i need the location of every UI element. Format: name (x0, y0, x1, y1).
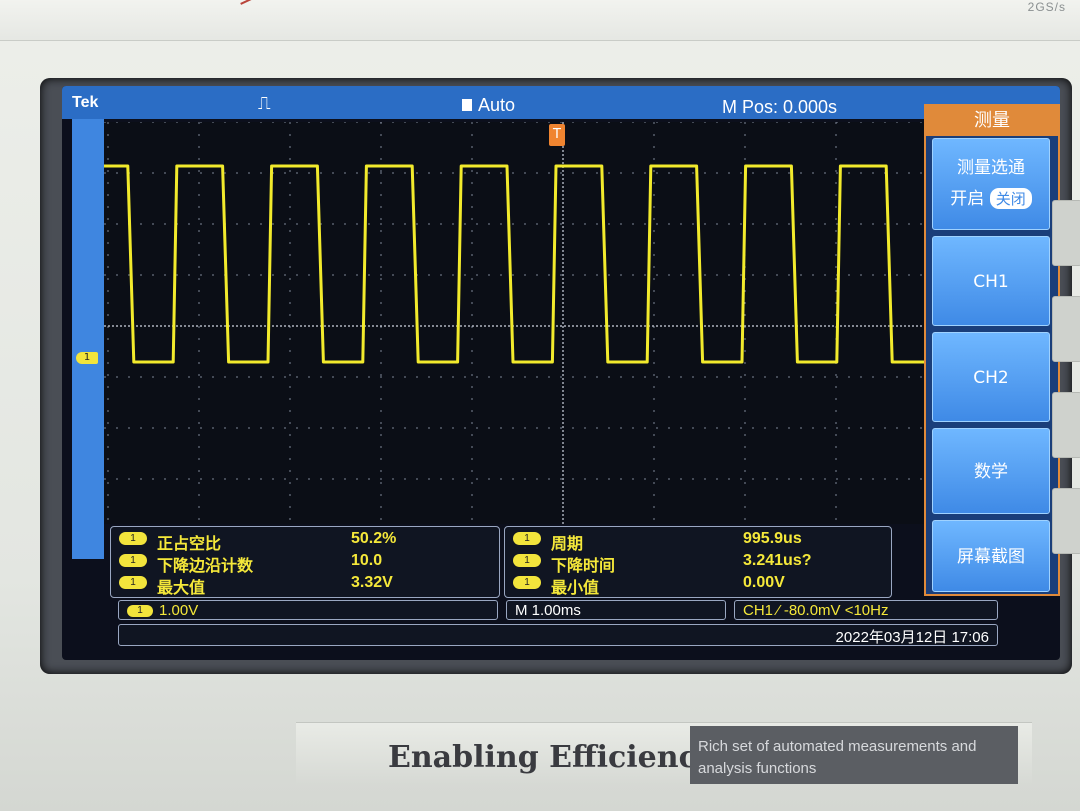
channel-badge: 1 (119, 576, 147, 589)
bezel-button[interactable] (1052, 392, 1080, 458)
acquisition-state-icon (462, 99, 472, 111)
math-button[interactable]: 数学 (932, 428, 1050, 514)
gating-on-option[interactable]: 开启 (950, 189, 985, 209)
measurement-label: 周期 (551, 536, 584, 553)
left-strip (72, 119, 104, 559)
side-menu: 测量 测量选通 开启 关闭 CH1 CH2 数学 屏幕截图 (924, 104, 1060, 596)
trigger-edge-icon: ⎍ (258, 93, 271, 114)
gating-off-option[interactable]: 关闭 (989, 188, 1032, 209)
measurement-label: 正占空比 (157, 536, 222, 553)
trigger-readout: CH1 ⁄ -80.0mV <10Hz (743, 602, 889, 619)
measurement-row: 1 最小值 0.00V (505, 573, 891, 597)
measurement-value: 995.9us (743, 530, 802, 547)
bezel-button[interactable] (1052, 488, 1080, 554)
measurement-row: 1 周期 995.9us (505, 529, 891, 553)
main-position-readout: M Pos: 0.000s (722, 97, 838, 117)
channel-badge: 1 (513, 576, 541, 589)
ch1-button[interactable]: CH1 (932, 236, 1050, 326)
oscilloscope-screen: Tek ⎍ Auto M Pos: 0.000s 1 T 测量 测量选通 开启 … (62, 86, 1060, 660)
gating-button[interactable]: 测量选通 开启 关闭 (932, 138, 1050, 230)
measurement-row: 1 正占空比 50.2% (111, 529, 499, 553)
graticule-svg (104, 122, 924, 524)
status-bar: Tek ⎍ Auto M Pos: 0.000s (62, 86, 1060, 119)
timebase-box: M 1.00ms (506, 600, 726, 620)
ch1-scale: 1.00V (159, 602, 199, 619)
measurement-label: 最小值 (551, 580, 600, 597)
ch1-ground-marker: 1 (76, 352, 98, 364)
brand-description: Rich set of automated measurements and a… (690, 726, 1018, 784)
timebase-readout: M 1.00ms (515, 602, 581, 619)
channel-badge: 1 (513, 554, 541, 567)
measurement-value: 10.0 (351, 552, 383, 569)
measurement-value: 50.2% (351, 530, 397, 547)
datetime-bar: 2022年03月12日 17:06 (118, 624, 998, 646)
side-bezel-buttons (1046, 200, 1080, 620)
measurement-panel-left: 1 正占空比 50.2% 1 下降边沿计数 10.0 1 最大值 3.32V (110, 526, 500, 598)
bezel-button[interactable] (1052, 296, 1080, 362)
brand-label: Tek (72, 94, 99, 111)
sample-rate-label: 2GS/s (1027, 0, 1066, 14)
measurement-label: 下降边沿计数 (157, 558, 254, 575)
measurement-row: 1 下降边沿计数 10.0 (111, 551, 499, 575)
ch1-waveform (104, 164, 924, 364)
gating-toggle[interactable]: 开启 关闭 (933, 184, 1049, 209)
datetime-readout: 2022年03月12日 17:06 (835, 629, 989, 646)
menu-title: 测量 (926, 106, 1058, 136)
trigger-status: Auto (462, 95, 515, 116)
ch1-scale-box: 1 1.00V (118, 600, 498, 620)
measurement-value: 3.241us? (743, 552, 812, 569)
measurement-value: 3.32V (351, 574, 393, 591)
trigger-state-text: Auto (478, 95, 516, 115)
gating-label: 测量选通 (957, 158, 1025, 178)
channel-badge: 1 (127, 605, 153, 618)
measurement-label: 下降时间 (551, 558, 616, 575)
measurement-row: 1 最大值 3.32V (111, 573, 499, 597)
channel-badge: 1 (513, 532, 541, 545)
measurement-label: 最大值 (157, 580, 206, 597)
measurement-value: 0.00V (743, 574, 785, 591)
trigger-box: CH1 ⁄ -80.0mV <10Hz (734, 600, 998, 620)
ch2-button[interactable]: CH2 (932, 332, 1050, 422)
brand-slogan: Enabling Efficiency (388, 740, 715, 775)
trigger-position-marker: T (549, 124, 565, 146)
screenshot-button[interactable]: 屏幕截图 (932, 520, 1050, 592)
channel-badge: 1 (119, 554, 147, 567)
graticule (104, 122, 924, 524)
red-accent-line (240, 0, 254, 5)
bezel-button[interactable] (1052, 200, 1080, 266)
measurement-panel-right: 1 周期 995.9us 1 下降时间 3.241us? 1 最小值 0.00V (504, 526, 892, 598)
measurement-row: 1 下降时间 3.241us? (505, 551, 891, 575)
channel-badge: 1 (119, 532, 147, 545)
